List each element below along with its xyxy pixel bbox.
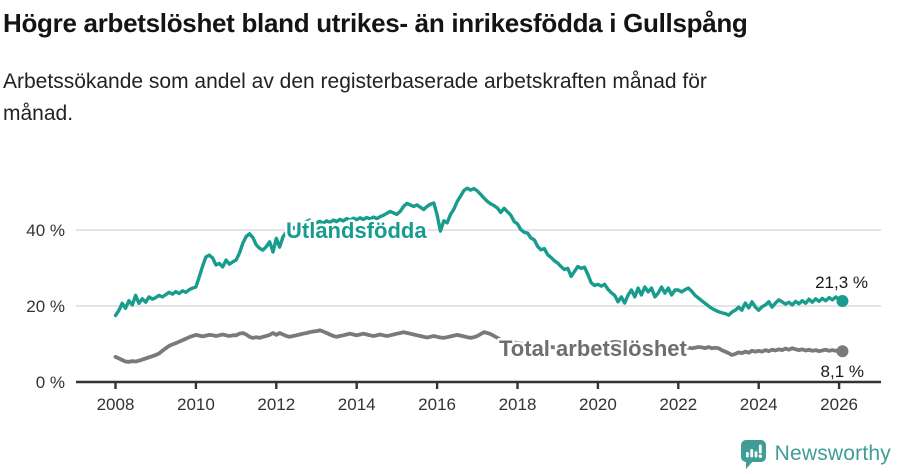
y-tick-label: 0 %	[36, 373, 65, 392]
series-end-dot-total-arbetsl-shet	[836, 345, 849, 358]
x-tick-label: 2020	[579, 395, 617, 414]
x-tick-label: 2022	[659, 395, 697, 414]
chart-title: Högre arbetslöshet bland utrikes- än inr…	[3, 8, 748, 38]
series-line-total-arbetsl-shet	[113, 328, 845, 364]
x-tick-label: 2018	[499, 395, 537, 414]
x-tick-label: 2026	[820, 395, 858, 414]
x-tick-label: 2016	[418, 395, 456, 414]
x-tick-label: 2010	[177, 395, 215, 414]
footer-brand: Newsworthy	[740, 439, 891, 469]
chart-subtitle-line-2: månad.	[3, 102, 74, 125]
y-tick-label: 20 %	[26, 297, 65, 316]
x-tick-label: 2012	[257, 395, 295, 414]
series-label-total-arbetsl-shet: Total arbetslöshet	[499, 336, 688, 361]
chart-subtitle: Arbetssökande som andel av den registerb…	[3, 66, 843, 130]
series-end-dot-utlandsf-dda	[836, 295, 849, 308]
newsworthy-logo-icon	[740, 440, 766, 469]
x-tick-label: 2008	[97, 395, 135, 414]
end-value-annotation-utlandsf-dda: 21,3 %	[815, 273, 868, 292]
series-label-utlandsf-dda: Utlandsfödda	[286, 218, 427, 243]
end-value-annotation-total-arbetsl-shet: 8,1 %	[821, 362, 864, 381]
x-tick-label: 2024	[740, 395, 778, 414]
x-tick-label: 2014	[338, 395, 376, 414]
y-tick-label: 40 %	[26, 221, 65, 240]
chart-subtitle-line-1: Arbetssökande som andel av den registerb…	[3, 70, 707, 93]
series-line-utlandsf-dda	[113, 186, 845, 318]
unemployment-line-chart: 0 % 20 % 40 % 2008 2010 2012 2014 2016 2018 2020 2…	[26, 186, 881, 414]
newsworthy-logo-text: Newsworthy	[774, 442, 891, 465]
